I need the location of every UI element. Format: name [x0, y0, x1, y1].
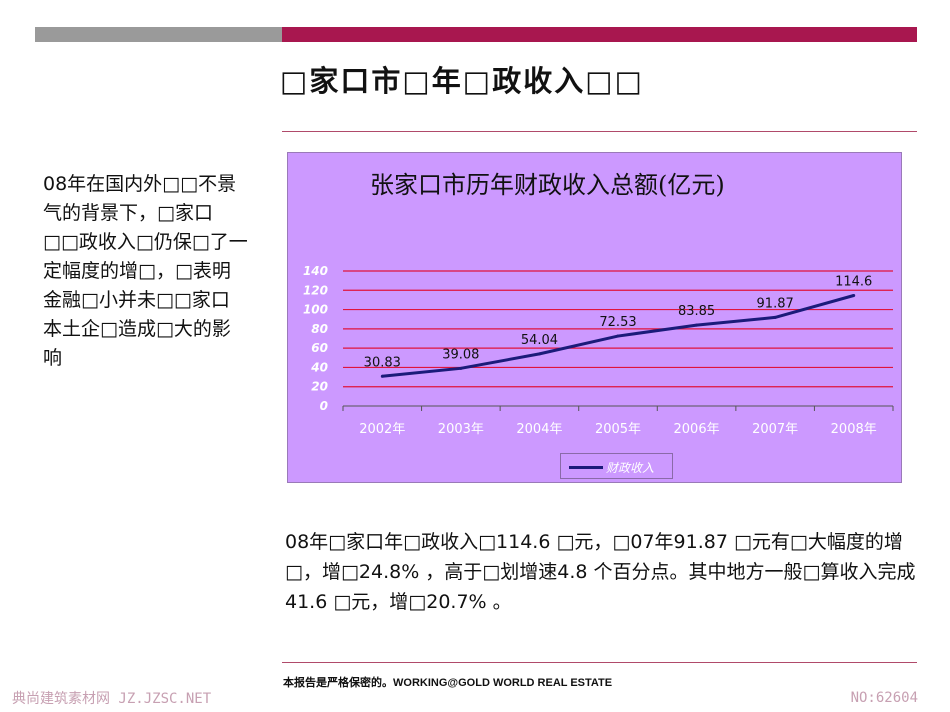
- header-accent-bar: [282, 27, 917, 42]
- y-tick-label: 120: [303, 283, 328, 297]
- data-label: 72.53: [599, 315, 636, 330]
- y-tick-label: 60: [311, 341, 328, 355]
- y-tick-label: 0: [320, 399, 328, 413]
- data-point: [537, 352, 541, 356]
- revenue-chart: 张家口市历年财政收入总额(亿元) 0 20 40 60 80 100 120 140 2002年…: [287, 152, 902, 483]
- data-point: [695, 323, 699, 327]
- x-tick-label: 2002年: [359, 422, 405, 437]
- data-point: [616, 334, 620, 338]
- x-tick-label: 2004年: [516, 422, 562, 437]
- x-tick-label: 2006年: [674, 422, 720, 437]
- body-paragraph: 08年□家口年□政收入□114.6 □元，□07年91.87 □元有□大幅度的增…: [285, 531, 916, 613]
- y-tick-label: 80: [311, 322, 328, 336]
- data-label: 54.04: [521, 333, 558, 348]
- data-point: [459, 366, 463, 370]
- data-point: [852, 293, 856, 297]
- legend-label: 财政收入: [606, 461, 655, 475]
- footer-divider: [282, 662, 917, 663]
- data-label: 114.6: [835, 274, 872, 289]
- watermark-left: 典尚建筑素材网 JZ.JZSC.NET: [12, 691, 212, 707]
- legend-swatch: [569, 466, 603, 469]
- data-label: 91.87: [757, 296, 794, 311]
- y-tick-label: 100: [303, 303, 328, 317]
- header-gray-bar: [35, 27, 282, 42]
- data-label: 83.85: [678, 304, 715, 319]
- data-label: 30.83: [364, 355, 401, 370]
- slide-title: □家口市□年□政收入□□: [280, 64, 644, 98]
- chart-plot: 0 20 40 60 80 100 120 140 2002年 2003年 2004年 2005年 20…: [303, 264, 894, 437]
- data-point: [773, 315, 777, 319]
- left-paragraph: 08年在国内外□□不景气的背景下，□家口□□政收入□仍保□了一定幅度的增□，□表…: [43, 173, 248, 369]
- x-tick-label: 2008年: [831, 422, 877, 437]
- x-tick-label: 2005年: [595, 422, 641, 437]
- data-label: 39.08: [442, 347, 479, 362]
- footer-confidential: 本报告是严格保密的。WORKING@GOLD WORLD REAL ESTATE: [283, 677, 613, 689]
- x-tick-label: 2007年: [752, 422, 798, 437]
- y-tick-label: 140: [303, 264, 328, 278]
- data-point: [380, 374, 384, 378]
- y-tick-label: 40: [310, 360, 328, 374]
- watermark-right: NO:62604: [850, 690, 918, 706]
- y-tick-label: 20: [311, 380, 328, 394]
- title-divider: [282, 131, 917, 132]
- chart-legend: 财政收入: [560, 453, 673, 479]
- chart-title: 张家口市历年财政收入总额(亿元): [370, 171, 725, 199]
- x-tick-label: 2003年: [438, 422, 484, 437]
